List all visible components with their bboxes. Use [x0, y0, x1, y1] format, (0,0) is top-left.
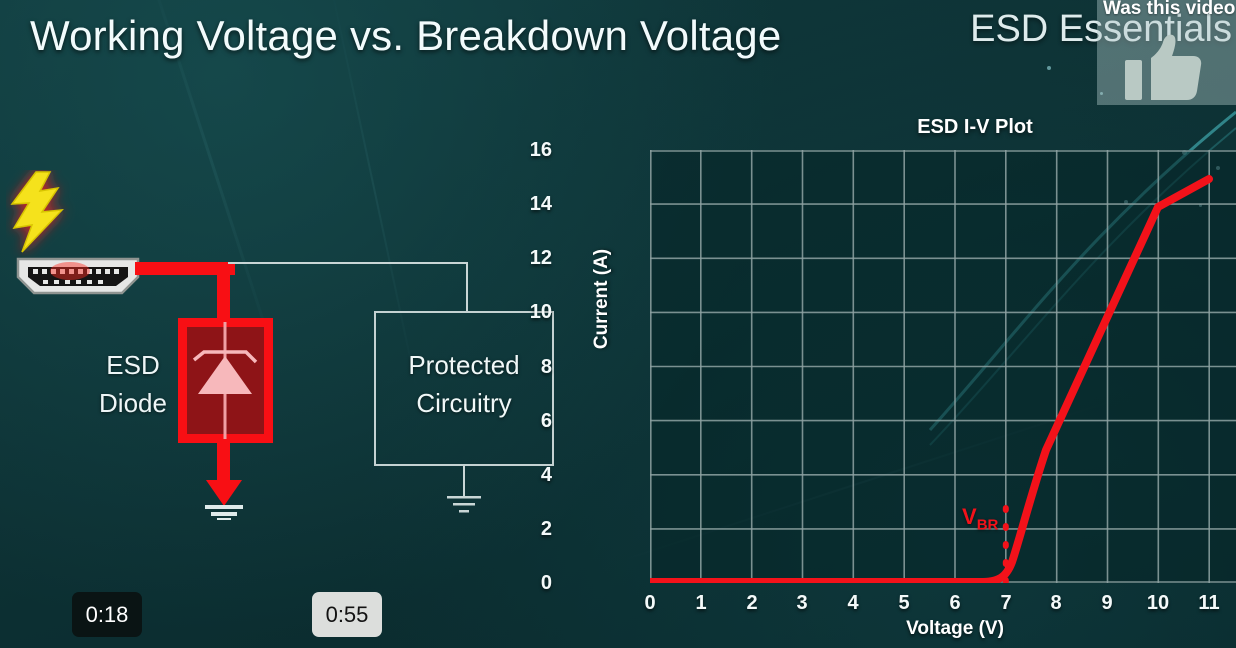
survey-question: Was this video helpful? — [1103, 0, 1236, 19]
lightning-bolt-icon — [10, 171, 64, 253]
esd-diode-label-line1: ESD — [106, 350, 160, 380]
chart-xtick-7: 7 — [1000, 592, 1012, 614]
protected-label-line1: Protected — [408, 350, 520, 380]
vbr-main: V — [962, 504, 977, 529]
wire-to-protected — [228, 262, 468, 264]
timestamp-current[interactable]: 0:18 — [72, 592, 142, 637]
chart-x-axis-label: Voltage (V) — [906, 618, 1004, 639]
hdmi-connector-icon — [16, 257, 140, 295]
breakdown-voltage-annotation: VBR — [962, 504, 998, 533]
esd-diode-label-line2: Diode — [99, 388, 167, 419]
chart-xtick-8: 8 — [1050, 592, 1062, 614]
chart-xtick-11: 11 — [1198, 592, 1220, 614]
wire-to-protected-drop — [466, 262, 468, 312]
chart-xtick-5: 5 — [898, 592, 910, 614]
chart-ytick-10: 10 — [529, 301, 552, 323]
vbr-sub: BR — [976, 516, 999, 534]
chart-xtick-4: 4 — [847, 592, 859, 614]
chart-xtick-3: 3 — [796, 592, 808, 614]
zener-diode-icon — [192, 322, 258, 439]
ground-symbol-icon — [205, 480, 243, 520]
chart-ytick-14: 14 — [529, 193, 552, 215]
wire-protected-to-ground — [463, 466, 465, 496]
chart-svg — [646, 150, 1236, 586]
chart-xtick-10: 10 — [1146, 592, 1170, 614]
chart-gridlines-horizontal — [650, 150, 1236, 583]
chart-ytick-2: 2 — [540, 518, 552, 540]
thumbs-up-icon[interactable] — [1125, 34, 1203, 100]
protected-label-line2: Circuitry — [416, 388, 512, 419]
chart-xtick-1: 1 — [695, 592, 707, 614]
bg-particle — [1047, 66, 1051, 70]
chart-ytick-4: 4 — [540, 464, 552, 486]
page-title: Working Voltage vs. Breakdown Voltage — [30, 12, 782, 59]
chart-ytick-16: 16 — [529, 139, 552, 161]
protected-circuitry-box — [374, 311, 554, 466]
esd-iv-chart: ESD I-V Plot Current (A) Voltage (V) — [530, 108, 1236, 648]
chart-ytick-8: 8 — [540, 356, 552, 378]
chart-xtick-6: 6 — [949, 592, 961, 614]
wire-signal-red-drop — [217, 262, 230, 324]
timestamp-total[interactable]: 0:55 — [312, 592, 382, 637]
chart-xtick-0: 0 — [644, 592, 656, 614]
chart-title: ESD I-V Plot — [917, 116, 1033, 138]
chart-y-axis-label: Current (A) — [591, 248, 613, 350]
chart-plot-area — [646, 150, 1236, 586]
protected-circuitry-label: Protected Circuitry — [374, 346, 554, 423]
chart-xtick-2: 2 — [746, 592, 758, 614]
wire-diode-to-ground — [217, 441, 230, 481]
circuit-diagram: ESD Diode Protected Circuitry — [0, 150, 600, 570]
ground-symbol-icon — [447, 496, 481, 513]
chart-ytick-0: 0 — [540, 572, 552, 594]
iv-curve-line — [646, 175, 1213, 586]
chart-ytick-12: 12 — [529, 247, 552, 269]
chart-xtick-9: 9 — [1101, 592, 1113, 614]
esd-diode-label: ESD Diode — [78, 346, 188, 423]
wire-signal-red — [135, 262, 235, 275]
brand-watermark: ESD Essentials — [970, 8, 1232, 50]
chart-ytick-6: 6 — [540, 410, 552, 432]
video-survey-overlay[interactable]: Was this video helpful? — [1097, 0, 1236, 105]
